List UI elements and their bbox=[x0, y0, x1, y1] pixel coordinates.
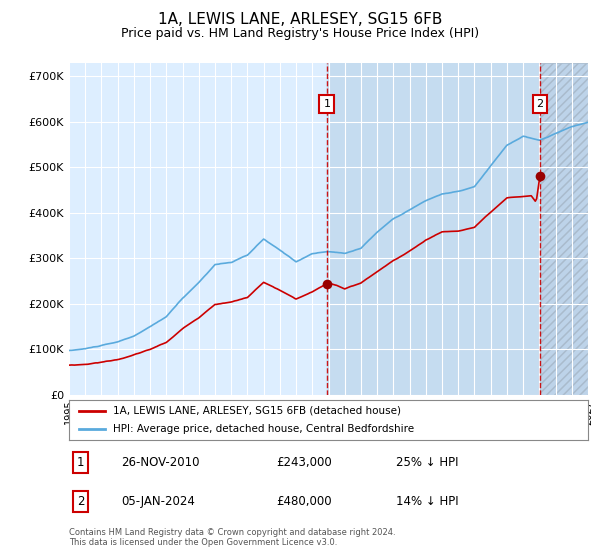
Bar bbox=[540, 63, 588, 395]
Text: £480,000: £480,000 bbox=[277, 495, 332, 508]
Text: 26-NOV-2010: 26-NOV-2010 bbox=[121, 456, 199, 469]
Text: 14% ↓ HPI: 14% ↓ HPI bbox=[396, 495, 458, 508]
Bar bbox=[327, 63, 540, 395]
Text: Contains HM Land Registry data © Crown copyright and database right 2024.
This d: Contains HM Land Registry data © Crown c… bbox=[69, 528, 395, 547]
Text: 25% ↓ HPI: 25% ↓ HPI bbox=[396, 456, 458, 469]
Text: HPI: Average price, detached house, Central Bedfordshire: HPI: Average price, detached house, Cent… bbox=[113, 424, 414, 434]
Text: £243,000: £243,000 bbox=[277, 456, 332, 469]
Text: 05-JAN-2024: 05-JAN-2024 bbox=[121, 495, 195, 508]
Text: 2: 2 bbox=[536, 99, 544, 109]
Text: 1A, LEWIS LANE, ARLESEY, SG15 6FB (detached house): 1A, LEWIS LANE, ARLESEY, SG15 6FB (detac… bbox=[113, 406, 401, 416]
Text: Price paid vs. HM Land Registry's House Price Index (HPI): Price paid vs. HM Land Registry's House … bbox=[121, 27, 479, 40]
Text: 1: 1 bbox=[77, 456, 84, 469]
Text: 1: 1 bbox=[323, 99, 331, 109]
Text: 1A, LEWIS LANE, ARLESEY, SG15 6FB: 1A, LEWIS LANE, ARLESEY, SG15 6FB bbox=[158, 12, 442, 27]
Text: 2: 2 bbox=[77, 495, 84, 508]
